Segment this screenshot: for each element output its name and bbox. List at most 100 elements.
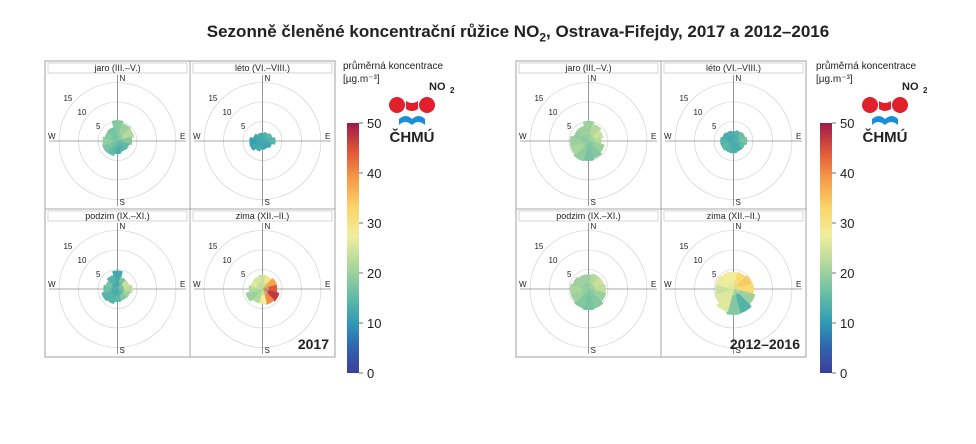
chmu-logo: ČHMÚ bbox=[389, 97, 435, 146]
compass-n: N bbox=[591, 74, 597, 83]
colorbar-tick-label: 30 bbox=[840, 216, 854, 231]
logo-text: ČHMÚ bbox=[390, 128, 435, 146]
ring-label: 10 bbox=[78, 256, 87, 265]
compass-n: N bbox=[265, 74, 271, 83]
rose-core bbox=[582, 134, 595, 148]
rose-panel: zima (XII.–II.)N S W E 5 10 15 bbox=[660, 208, 807, 358]
title-suffix: , Ostrava-Fifejdy, 2017 a 2012–2016 bbox=[546, 22, 830, 41]
logo-wave bbox=[872, 116, 898, 125]
compass-e: E bbox=[651, 132, 656, 141]
logo-wave bbox=[399, 116, 425, 125]
ring-label: 5 bbox=[567, 270, 572, 279]
colorbar-tick-label: 20 bbox=[367, 266, 381, 281]
rose-sector bbox=[249, 137, 264, 145]
rose-panel: podzim (IX.–XI.)N S W E 5 10 15 bbox=[515, 208, 662, 358]
rose-core bbox=[727, 282, 740, 296]
colorbar-tick-label: 0 bbox=[367, 366, 374, 381]
compass-n: N bbox=[736, 74, 742, 83]
compass-e: E bbox=[325, 132, 330, 141]
rose-core bbox=[111, 134, 124, 148]
rose-core bbox=[256, 134, 269, 148]
rose-sector bbox=[582, 288, 595, 311]
panel-season-label: léto (VI.–VIII.) bbox=[706, 63, 761, 73]
rose-sector bbox=[726, 288, 741, 315]
panel-strip bbox=[663, 210, 804, 222]
rose-panel: zima (XII.–II.)N S W E 5 10 15 bbox=[189, 208, 336, 358]
compass-e: E bbox=[180, 280, 185, 289]
ring-label: 5 bbox=[712, 270, 717, 279]
ring-label: 15 bbox=[534, 94, 543, 103]
rose-sector bbox=[116, 284, 133, 294]
rose-panel: podzim (IX.–XI.)N S W E 5 10 15 bbox=[44, 208, 191, 358]
chmu-logo: ČHMÚ bbox=[862, 97, 908, 146]
title-subscript: 2 bbox=[539, 30, 546, 45]
ring-label: 5 bbox=[712, 122, 717, 131]
compass-w: W bbox=[664, 132, 672, 141]
compass-s: S bbox=[265, 198, 270, 207]
compass-s: S bbox=[120, 198, 125, 207]
panel-season-label: jaro (III.–V.) bbox=[93, 63, 140, 73]
panel-season-label: podzim (IX.–XI.) bbox=[556, 211, 621, 221]
colorbar-group-1: průměrná koncentrace[µg.m⁻³]NO 2010203040… bbox=[343, 60, 455, 381]
logo-shape bbox=[406, 101, 418, 111]
rose-panel: léto (VI.–VIII.)N S W E 5 10 15 bbox=[660, 60, 807, 210]
compass-e: E bbox=[651, 280, 656, 289]
panel-strip bbox=[663, 62, 804, 74]
panel-strip bbox=[47, 62, 188, 74]
logo-dot bbox=[892, 97, 908, 113]
compass-s: S bbox=[736, 346, 741, 355]
compass-w: W bbox=[193, 132, 201, 141]
title-text: Sezonně členěné koncentrační růžice NO bbox=[206, 22, 540, 41]
logo-dot bbox=[862, 97, 878, 113]
compass-w: W bbox=[664, 280, 672, 289]
rose-panel: léto (VI.–VIII.)N S W E 5 10 15 bbox=[189, 60, 336, 210]
ring-label: 15 bbox=[534, 242, 543, 251]
compass-s: S bbox=[265, 346, 270, 355]
compass-e: E bbox=[180, 132, 185, 141]
colorbar-tick-label: 50 bbox=[840, 116, 854, 131]
panel-season-label: zima (XII.–II.) bbox=[236, 211, 290, 221]
colorbar-label: průměrná koncentrace bbox=[816, 60, 916, 72]
compass-s: S bbox=[591, 346, 596, 355]
panel-season-label: léto (VI.–VIII.) bbox=[235, 63, 290, 73]
chart-title: Sezonně členěné koncentrační růžice NO2,… bbox=[0, 22, 976, 44]
rose-sector bbox=[570, 135, 590, 147]
rose-sector bbox=[248, 285, 264, 293]
compass-n: N bbox=[736, 222, 742, 231]
colorbar-tick-label: 30 bbox=[367, 216, 381, 231]
compass-w: W bbox=[48, 132, 56, 141]
ring-label: 5 bbox=[567, 122, 572, 131]
ring-label: 10 bbox=[549, 256, 558, 265]
ring-label: 5 bbox=[241, 270, 246, 279]
logo-text: ČHMÚ bbox=[863, 128, 908, 146]
rose-panel: jaro (III.–V.)N S W E 5 10 15 bbox=[44, 60, 191, 210]
compass-s: S bbox=[591, 198, 596, 207]
panel-strip bbox=[47, 210, 188, 222]
pollutant-subscript: 2 bbox=[923, 86, 928, 95]
compass-w: W bbox=[48, 280, 56, 289]
colorbar-tick-label: 40 bbox=[367, 166, 381, 181]
rose-sector bbox=[258, 274, 267, 290]
compass-w: W bbox=[519, 132, 527, 141]
ring-label: 5 bbox=[241, 122, 246, 131]
logo-dot bbox=[419, 97, 435, 113]
colorbar bbox=[347, 123, 359, 373]
compass-n: N bbox=[265, 222, 271, 231]
pollutant-subscript: 2 bbox=[450, 86, 455, 95]
colorbar-group-2: průměrná koncentrace[µg.m⁻³]NO 2010203040… bbox=[816, 60, 928, 381]
panel-border bbox=[189, 208, 336, 358]
ring-label: 10 bbox=[694, 256, 703, 265]
rose-sector bbox=[716, 288, 735, 312]
ring-label: 10 bbox=[223, 256, 232, 265]
pollutant-label: NO bbox=[429, 81, 446, 93]
colorbar-unit: [µg.m⁻³] bbox=[816, 74, 853, 85]
colorbar-tick-label: 50 bbox=[367, 116, 381, 131]
ring-label: 10 bbox=[549, 108, 558, 117]
period-label: 2012–2016 bbox=[730, 336, 800, 352]
colorbar bbox=[820, 123, 832, 373]
rose-sector bbox=[102, 136, 119, 146]
rose-sector bbox=[720, 137, 735, 145]
rose-panel: jaro (III.–V.)N S W E 5 10 15 bbox=[515, 60, 662, 210]
